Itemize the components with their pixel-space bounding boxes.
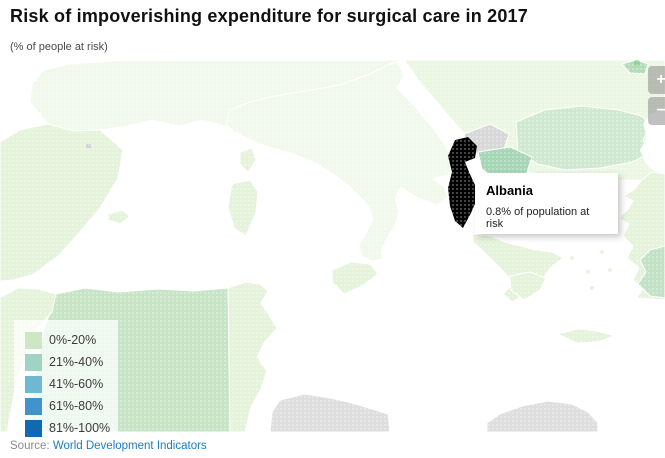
legend-label: 61%-80%: [49, 399, 104, 413]
map-canvas[interactable]: + − Albania 0.8% of population at risk 0…: [0, 60, 665, 437]
legend-label: 21%-40%: [49, 355, 104, 369]
tooltip-country-name: Albania: [486, 183, 533, 198]
legend-swatch-41-60: [25, 375, 42, 393]
source-prefix: Source:: [10, 440, 50, 452]
legend-label: 0%-20%: [49, 333, 97, 347]
zoom-out-button[interactable]: −: [648, 97, 665, 125]
legend-label: 41%-60%: [49, 377, 104, 391]
map-zoom-controls: + −: [648, 66, 665, 128]
legend-swatch-81-100: [25, 419, 42, 437]
legend-swatch-0-20: [25, 331, 42, 349]
page-subtitle: (% of people at risk): [10, 41, 108, 53]
source-link[interactable]: World Development Indicators: [52, 440, 207, 452]
map-legend: 0%-20% 21%-40% 41%-60% 61%-80% 81%-100%: [14, 320, 118, 437]
legend-swatch-21-40: [25, 353, 42, 371]
legend-row: 61%-80%: [25, 395, 112, 417]
tooltip-value: 0.8% of population at risk: [486, 206, 590, 230]
legend-row: 41%-60%: [25, 373, 112, 395]
legend-row: 0%-20%: [25, 329, 112, 351]
legend-swatch-61-80: [25, 397, 42, 415]
page-title: Risk of impoverishing expenditure for su…: [10, 6, 528, 26]
source-line: Source: World Development Indicators: [10, 440, 207, 452]
country-tooltip: Albania 0.8% of population at risk: [475, 173, 618, 234]
legend-label: 81%-100%: [49, 421, 111, 435]
legend-row: 81%-100%: [25, 417, 112, 437]
legend-row: 21%-40%: [25, 351, 112, 373]
zoom-in-button[interactable]: +: [648, 66, 665, 94]
